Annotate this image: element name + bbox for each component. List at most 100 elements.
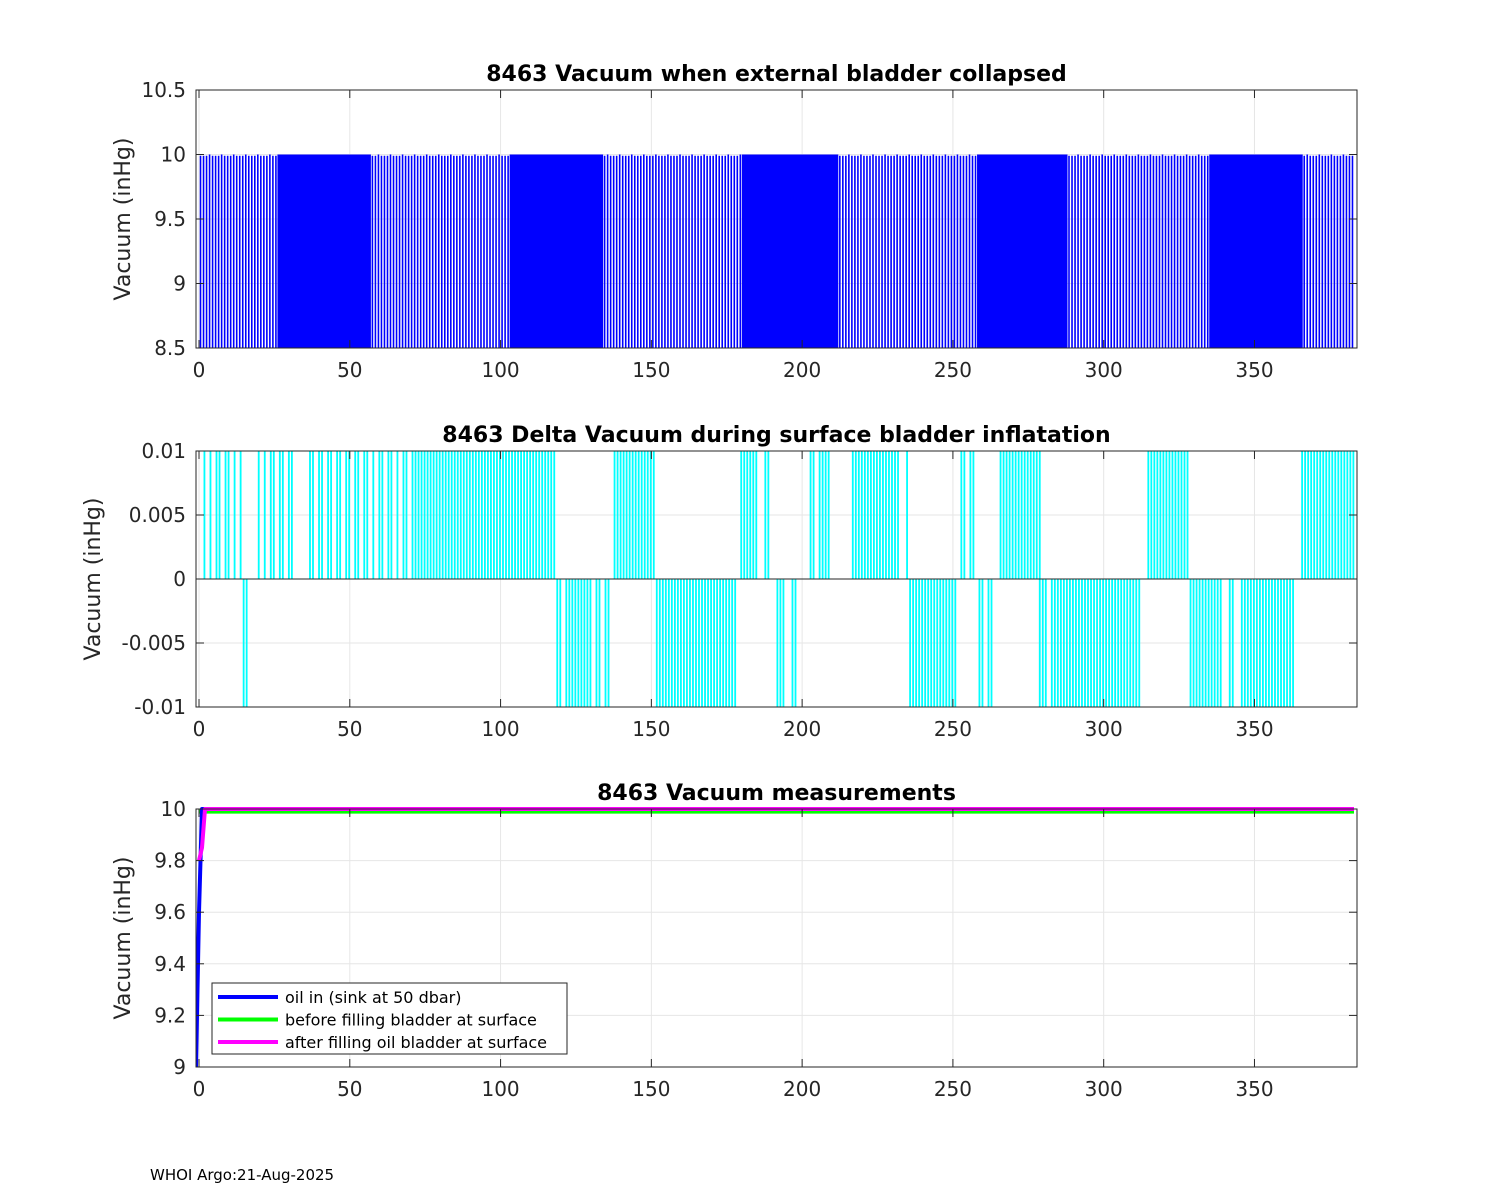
bar (263, 451, 266, 579)
bar (1135, 579, 1138, 707)
bar (1132, 579, 1135, 707)
bar (1313, 451, 1316, 579)
bar (598, 579, 601, 707)
bar (661, 579, 664, 707)
bar (1262, 579, 1264, 707)
bar (1056, 579, 1059, 707)
bar (1108, 579, 1111, 707)
bar (1183, 451, 1186, 579)
bar (740, 451, 743, 579)
bar (631, 451, 634, 579)
bar (441, 451, 444, 579)
x-tick-label: 50 (337, 717, 362, 741)
bar (517, 451, 519, 579)
bar (894, 451, 896, 579)
bar (1041, 579, 1044, 707)
bar (450, 451, 453, 579)
bar (743, 451, 746, 579)
bar (779, 579, 782, 707)
y-tick-label: -0.01 (134, 695, 186, 719)
bar (1084, 579, 1086, 707)
bar (529, 451, 532, 579)
bar (417, 451, 420, 579)
x-tick-label: 200 (783, 717, 821, 741)
bar (345, 451, 348, 579)
bar (257, 451, 260, 579)
bar (701, 579, 703, 707)
y-tick-label: 10 (161, 797, 186, 821)
bar (348, 451, 351, 579)
bar (683, 579, 685, 707)
bar (1117, 579, 1120, 707)
bar (888, 451, 890, 579)
bar (1081, 579, 1083, 707)
y-axis-label: Vacuum (inHg) (81, 498, 106, 661)
bar (1032, 451, 1035, 579)
bar (854, 451, 857, 579)
bar (483, 451, 486, 579)
bar (1093, 579, 1095, 707)
bar (426, 451, 429, 579)
bar (882, 451, 884, 579)
bar-cluster (741, 154, 839, 348)
bar (499, 451, 501, 579)
bar (918, 579, 921, 707)
bar (1228, 579, 1231, 707)
bar (921, 579, 924, 707)
bar (309, 451, 311, 579)
bar-cluster (277, 154, 371, 348)
bar (649, 451, 652, 579)
bar (725, 579, 728, 707)
bar (224, 451, 227, 579)
bar (1216, 579, 1219, 707)
bar (1240, 579, 1243, 707)
bar (1346, 451, 1349, 579)
bar (658, 579, 661, 707)
bar (396, 451, 399, 579)
bar (749, 451, 752, 579)
bar (1120, 579, 1123, 707)
bar (728, 579, 731, 707)
bar (969, 451, 972, 579)
bar (227, 451, 230, 579)
bar (866, 451, 869, 579)
bar (1059, 579, 1062, 707)
bar (272, 451, 275, 579)
bar (1105, 579, 1108, 707)
bar (1177, 451, 1180, 579)
bar (538, 451, 541, 579)
bar (233, 451, 236, 579)
bar (583, 579, 586, 707)
bar (547, 451, 550, 579)
bar (1195, 579, 1198, 707)
bar (1011, 451, 1014, 579)
bar (860, 451, 863, 579)
bar (1307, 451, 1310, 579)
bar (1301, 451, 1304, 579)
bar (423, 451, 426, 579)
bar (948, 579, 951, 707)
bar (215, 451, 218, 579)
bar (447, 451, 450, 579)
bar (1002, 451, 1005, 579)
bar (1065, 579, 1068, 707)
bar (541, 451, 544, 579)
bar (607, 579, 610, 707)
bar (532, 451, 535, 579)
x-tick-label: 200 (783, 358, 821, 382)
bar (710, 579, 712, 707)
bar (1153, 451, 1156, 579)
bar (776, 579, 779, 707)
bar (1252, 579, 1255, 707)
bar (559, 579, 562, 707)
bar (1198, 579, 1201, 707)
bar (366, 451, 369, 579)
bar (312, 451, 314, 579)
bar (824, 451, 827, 579)
bar (459, 451, 462, 579)
x-tick-label: 50 (337, 358, 362, 382)
y-tick-label: 9 (173, 272, 186, 296)
bar (474, 451, 477, 579)
bar (897, 451, 899, 579)
bar (1069, 579, 1071, 707)
